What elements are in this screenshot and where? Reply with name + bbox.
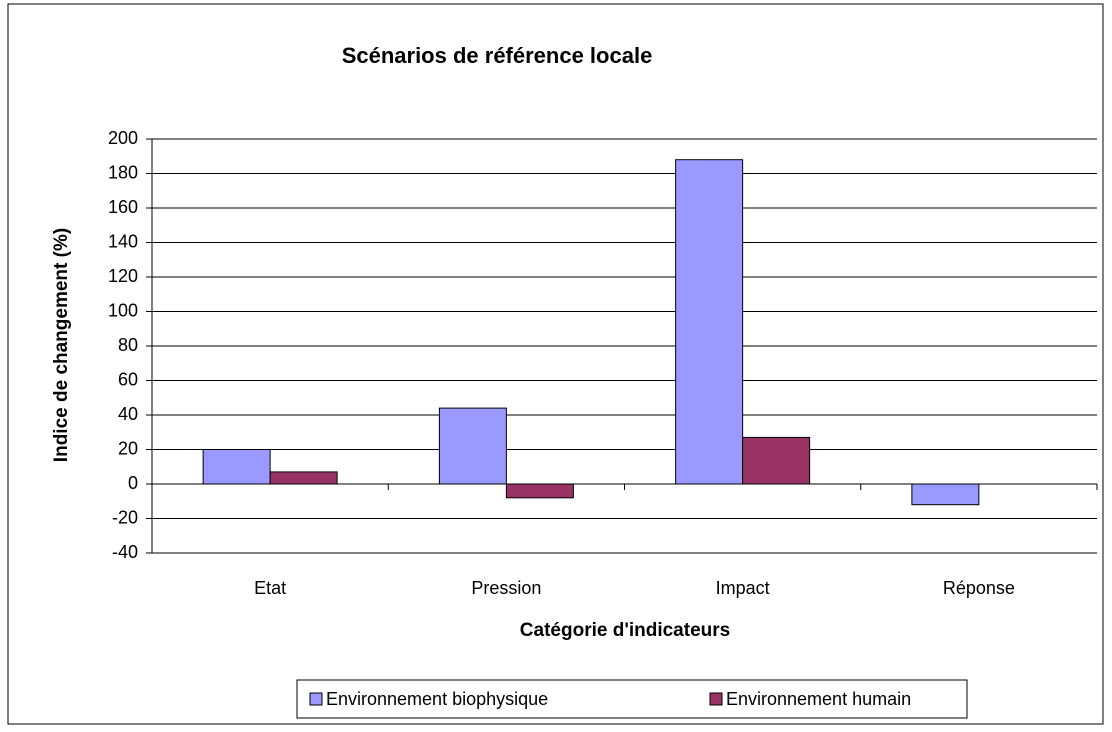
bar	[269, 471, 338, 485]
y-tick-label: -40	[112, 542, 138, 562]
legend-swatch	[309, 692, 323, 706]
bar	[202, 449, 271, 485]
x-tick-label: Réponse	[943, 578, 1015, 598]
bar	[742, 436, 811, 485]
y-tick-label: 40	[118, 404, 138, 424]
chart-title: Scénarios de référence locale	[342, 43, 653, 68]
legend-swatch	[709, 692, 723, 706]
x-axis-label: Catégorie d'indicateurs	[520, 620, 730, 641]
y-tick-label: 100	[108, 300, 138, 320]
legend-label: Environnement humain	[726, 689, 911, 709]
y-tick-label: 0	[128, 473, 138, 493]
bar	[911, 483, 980, 506]
bar	[675, 159, 744, 485]
bar	[505, 483, 574, 499]
y-tick-label: -20	[112, 507, 138, 527]
y-tick-label: 80	[118, 335, 138, 355]
chart-border	[7, 3, 1104, 725]
y-tick-label: 160	[108, 197, 138, 217]
bar	[438, 407, 507, 485]
y-tick-label: 120	[108, 266, 138, 286]
x-tick-label: Etat	[254, 578, 286, 598]
x-tick-label: Pression	[471, 578, 541, 598]
y-tick-label: 140	[108, 231, 138, 251]
legend	[296, 679, 968, 719]
y-tick-label: 20	[118, 438, 138, 458]
y-tick-label: 180	[108, 162, 138, 182]
x-tick-label: Impact	[716, 578, 770, 598]
legend-label: Environnement biophysique	[326, 689, 548, 709]
y-tick-label: 60	[118, 369, 138, 389]
y-tick-label: 200	[108, 128, 138, 148]
y-axis-label: Indice de changement (%)	[51, 228, 72, 462]
